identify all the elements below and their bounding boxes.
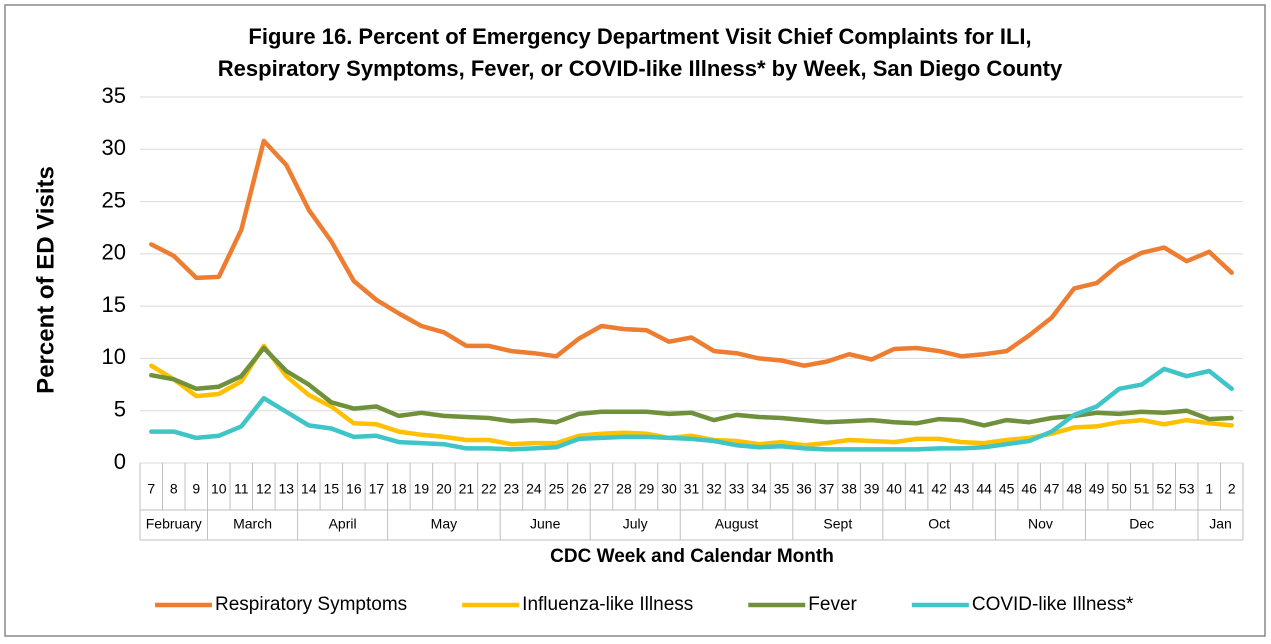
x-tick-label: 8 — [170, 481, 178, 497]
legend-label: Fever — [808, 594, 857, 615]
x-tick-label: 51 — [1134, 481, 1150, 497]
x-tick-label: 22 — [481, 481, 497, 497]
month-label: August — [715, 516, 759, 532]
x-tick-label: 15 — [324, 481, 340, 497]
y-tick-label: 30 — [102, 135, 126, 160]
x-tick-label: 31 — [684, 481, 700, 497]
x-tick-label: 23 — [504, 481, 520, 497]
x-tick-label: 24 — [526, 481, 542, 497]
x-tick-label: 42 — [931, 481, 947, 497]
x-tick-label: 19 — [414, 481, 430, 497]
chart-title: Figure 16. Percent of Emergency Departme… — [248, 24, 1031, 49]
x-tick-label: 26 — [571, 481, 587, 497]
legend-label: COVID-like Illness* — [972, 594, 1134, 615]
x-tick-label: 16 — [346, 481, 362, 497]
x-tick-label: 36 — [796, 481, 812, 497]
month-label: Sept — [823, 516, 852, 532]
month-label: Dec — [1129, 516, 1154, 532]
x-tick-label: 43 — [954, 481, 970, 497]
y-tick-label: 25 — [102, 187, 126, 212]
series-line — [149, 345, 1234, 428]
month-label: March — [233, 516, 272, 532]
x-tick-label: 53 — [1179, 481, 1195, 497]
x-tick-label: 45 — [999, 481, 1015, 497]
y-tick-label: 0 — [114, 449, 126, 474]
x-tick-label: 33 — [729, 481, 745, 497]
month-label: Oct — [928, 516, 950, 532]
x-tick-label: 44 — [976, 481, 992, 497]
x-tick-label: 25 — [549, 481, 565, 497]
x-tick-label: 37 — [819, 481, 835, 497]
chart-border — [4, 4, 1266, 637]
month-label: Jan — [1209, 516, 1232, 532]
x-axis-label: CDC Week and Calendar Month — [550, 546, 834, 567]
x-tick-label: 47 — [1044, 481, 1060, 497]
x-tick-label: 50 — [1111, 481, 1127, 497]
x-tick-label: 35 — [774, 481, 790, 497]
month-label: February — [146, 516, 202, 532]
x-tick-label: 12 — [256, 481, 272, 497]
month-label: June — [530, 516, 561, 532]
x-tick-label: 52 — [1156, 481, 1172, 497]
month-label: May — [431, 516, 457, 532]
x-tick-label: 9 — [192, 481, 200, 497]
x-tick-label: 7 — [147, 481, 155, 497]
legend-label: Influenza-like Illness — [522, 594, 693, 615]
x-tick-label: 46 — [1021, 481, 1037, 497]
x-tick-label: 18 — [391, 481, 407, 497]
x-tick-label: 41 — [909, 481, 925, 497]
series-line — [149, 138, 1234, 368]
y-tick-label: 20 — [102, 240, 126, 265]
x-tick-label: 10 — [211, 481, 227, 497]
x-tick-label: 30 — [661, 481, 677, 497]
x-tick-label: 20 — [436, 481, 452, 497]
chart-title: Respiratory Symptoms, Fever, or COVID-li… — [218, 56, 1063, 81]
x-tick-label: 13 — [279, 481, 295, 497]
x-tick-label: 34 — [751, 481, 767, 497]
y-tick-label: 5 — [114, 397, 126, 422]
y-axis-label: Percent of ED Visits — [32, 166, 59, 394]
x-tick-label: 14 — [301, 481, 317, 497]
x-tick-label: 11 — [234, 481, 249, 497]
x-tick-label: 40 — [886, 481, 902, 497]
x-tick-label: 49 — [1089, 481, 1105, 497]
x-tick-label: 38 — [841, 481, 857, 497]
x-tick-label: 21 — [459, 481, 475, 497]
x-tick-label: 17 — [369, 481, 385, 497]
y-tick-label: 10 — [102, 344, 126, 369]
y-tick-label: 15 — [102, 292, 126, 317]
x-tick-label: 32 — [706, 481, 722, 497]
y-tick-label: 35 — [102, 83, 126, 108]
legend-label: Respiratory Symptoms — [215, 594, 407, 615]
series-line — [149, 366, 1234, 452]
x-tick-label: 2 — [1228, 481, 1236, 497]
month-label: April — [329, 516, 357, 532]
x-tick-label: 29 — [639, 481, 655, 497]
x-tick-label: 1 — [1205, 481, 1213, 497]
x-tick-label: 48 — [1066, 481, 1082, 497]
x-tick-label: 28 — [616, 481, 632, 497]
x-tick-label: 27 — [594, 481, 610, 497]
month-label: Nov — [1028, 516, 1053, 532]
month-label: July — [623, 516, 648, 532]
x-tick-label: 39 — [864, 481, 880, 497]
